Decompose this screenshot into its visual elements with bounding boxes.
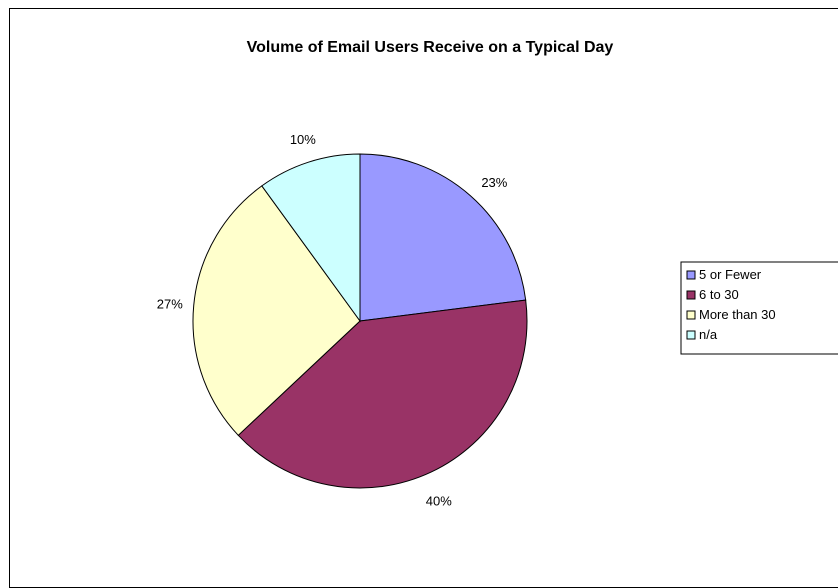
- legend-swatch-more-than-30: [686, 310, 696, 320]
- pie-chart: Volume of Email Users Receive on a Typic…: [157, 39, 838, 508]
- legend-label-n-a: n/a: [699, 327, 718, 342]
- pie-slice-more-than-30: [192, 185, 361, 437]
- legend-swatch-n-a: [686, 330, 696, 340]
- pie-slice-n-a: [261, 153, 361, 323]
- data-label-6-to-30: 40%: [426, 493, 452, 508]
- pie-slice-5-or-fewer: [359, 153, 527, 322]
- chart-title: Volume of Email Users Receive on a Typic…: [247, 39, 614, 56]
- legend-label-6-to-30: 6 to 30: [699, 287, 739, 302]
- data-label-5-or-fewer: 23%: [481, 175, 507, 190]
- data-label-n-a: 10%: [290, 132, 316, 147]
- legend-label-5-or-fewer: 5 or Fewer: [699, 267, 762, 282]
- legend-swatch-5-or-fewer: [686, 270, 696, 280]
- pie-slice-6-to-30: [237, 299, 528, 489]
- pie-slices: [192, 153, 528, 489]
- legend-swatch-6-to-30: [686, 290, 696, 300]
- legend-box: [680, 261, 838, 355]
- legend-label-more-than-30: More than 30: [699, 307, 776, 322]
- data-label-more-than-30: 27%: [157, 297, 183, 312]
- pie-data-labels: 23% 40% 27% 10%: [157, 132, 508, 508]
- legend: 5 or Fewer 6 to 30 More than 30 n/a: [680, 261, 838, 355]
